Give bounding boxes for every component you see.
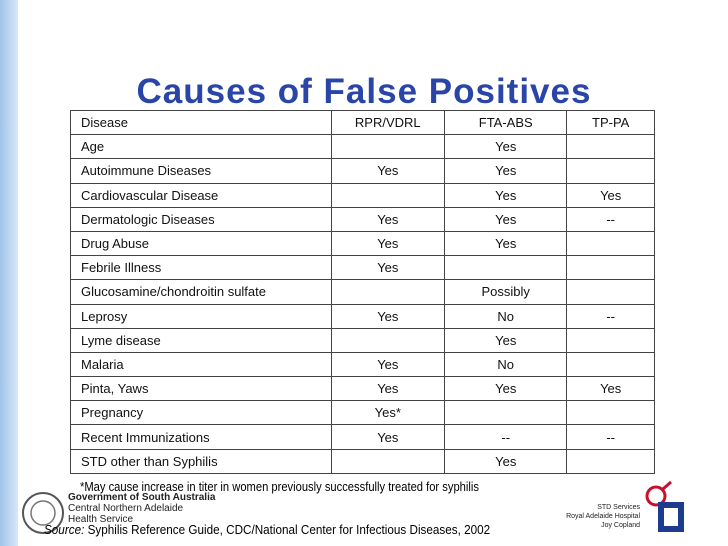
- table-cell: Yes*: [330, 400, 446, 426]
- table-cell: Recent Immunizations: [70, 424, 332, 450]
- table-cell: Yes: [330, 351, 446, 378]
- header-row: Disease RPR/VDRL FTA-ABS TP-PA: [70, 109, 655, 136]
- table-cell: Yes: [330, 424, 446, 450]
- table-cell: [566, 158, 655, 184]
- footnote: *May cause increase in titer in women pr…: [80, 479, 479, 494]
- table-row: Leprosy Yes No --: [70, 303, 655, 329]
- table-cell: Lyme disease: [70, 327, 332, 353]
- table-cell: Yes: [444, 376, 568, 402]
- table-row: Malaria Yes No: [70, 351, 655, 378]
- table-cell: --: [566, 424, 655, 450]
- credit-line: Joy Copland: [601, 522, 640, 529]
- table-cell: [566, 255, 655, 281]
- table-cell: TP-PA: [566, 109, 655, 136]
- std-logo: [645, 480, 684, 532]
- table-cell: [330, 448, 446, 474]
- table-cell: [330, 182, 446, 208]
- table-cell: FTA-ABS: [444, 109, 568, 136]
- table-cell: Autoimmune Diseases: [70, 158, 332, 184]
- table-cell: Dermatologic Diseases: [70, 206, 332, 232]
- table-cell: Yes: [330, 303, 446, 329]
- table-row: Age Yes: [70, 134, 655, 160]
- hospital-credit: STD Services Royal Adelaide Hospital Joy…: [566, 503, 640, 530]
- side-strip: [0, 0, 18, 546]
- table-row: Pinta, Yaws Yes Yes Yes: [70, 376, 655, 402]
- table-cell: Yes: [566, 376, 655, 402]
- table-cell: Yes: [330, 206, 446, 232]
- table-row: Pregnancy Yes*: [70, 400, 655, 426]
- table-cell: --: [566, 303, 655, 329]
- table-cell: Malaria: [70, 351, 332, 378]
- logo-line: Government of South Australia: [68, 492, 216, 503]
- table-cell: STD other than Syphilis: [70, 448, 332, 474]
- table-cell: [330, 134, 446, 160]
- table-cell: Glucosamine/chondroitin sulfate: [70, 279, 332, 305]
- table-cell: Yes: [444, 230, 568, 257]
- table-cell: Yes: [330, 230, 446, 257]
- table-cell: [330, 279, 446, 305]
- table-row: Cardiovascular Disease Yes Yes: [70, 182, 655, 208]
- table-row: Dermatologic Diseases Yes Yes --: [70, 206, 655, 232]
- table-cell: Pregnancy: [70, 400, 332, 426]
- table-cell: Age: [70, 134, 332, 160]
- table-cell: Yes: [330, 376, 446, 402]
- table-row: Glucosamine/chondroitin sulfate Possibly: [70, 279, 655, 305]
- table-cell: Pinta, Yaws: [70, 376, 332, 402]
- table-cell: No: [444, 351, 568, 378]
- table-cell: --: [566, 206, 655, 232]
- credit-line: Royal Adelaide Hospital: [566, 513, 640, 520]
- table-cell: Yes: [444, 182, 568, 208]
- table-row: Recent Immunizations Yes -- --: [70, 424, 655, 450]
- table-row: Lyme disease Yes: [70, 327, 655, 353]
- government-logo: Government of South Australia Central No…: [68, 492, 215, 525]
- source-text: Syphilis Reference Guide, CDC/National C…: [87, 522, 491, 537]
- table-row: Autoimmune Diseases Yes Yes: [70, 158, 655, 184]
- table-cell: Yes: [444, 327, 568, 353]
- table-cell: Yes: [444, 134, 568, 160]
- table-cell: [566, 279, 655, 305]
- table-row: STD other than Syphilis Yes: [70, 448, 655, 474]
- table-cell: [566, 448, 655, 474]
- table-cell: [566, 230, 655, 257]
- source-label: Source:: [44, 522, 85, 537]
- table-cell: [444, 255, 568, 281]
- table-cell: Yes: [444, 206, 568, 232]
- table-cell: Yes: [566, 182, 655, 208]
- table-row: Febrile Illness Yes: [70, 255, 655, 281]
- table-cell: Yes: [330, 255, 446, 281]
- logo-line: Health Service: [68, 514, 134, 525]
- crest-logo: [22, 492, 64, 534]
- table-cell: Leprosy: [70, 303, 332, 329]
- table: Disease RPR/VDRL FTA-ABS TP-PA Age Yes Autoimm…: [70, 109, 655, 474]
- slide-title: Causes of False Positives: [136, 72, 592, 111]
- table-cell: Yes: [330, 158, 446, 184]
- table-cell: --: [444, 424, 568, 450]
- logo-line: Central Northern Adelaide: [68, 503, 184, 514]
- table-cell: Disease: [70, 109, 332, 136]
- table-cell: Cardiovascular Disease: [70, 182, 332, 208]
- credit-line: STD Services: [597, 504, 640, 511]
- table-cell: Possibly: [444, 279, 568, 305]
- table-cell: Febrile Illness: [70, 255, 332, 281]
- table-cell: No: [444, 303, 568, 329]
- table-cell: [566, 351, 655, 378]
- table-cell: Yes: [444, 158, 568, 184]
- table-cell: [566, 134, 655, 160]
- table-cell: Yes: [444, 448, 568, 474]
- source: Source: Syphilis Reference Guide, CDC/Na…: [44, 522, 490, 537]
- table-cell: [444, 400, 568, 426]
- table-cell: [566, 327, 655, 353]
- table-cell: [566, 400, 655, 426]
- table-cell: Drug Abuse: [70, 230, 332, 257]
- table-cell: [330, 327, 446, 353]
- table-row: Drug Abuse Yes Yes: [70, 230, 655, 257]
- table-cell: RPR/VDRL: [330, 109, 446, 136]
